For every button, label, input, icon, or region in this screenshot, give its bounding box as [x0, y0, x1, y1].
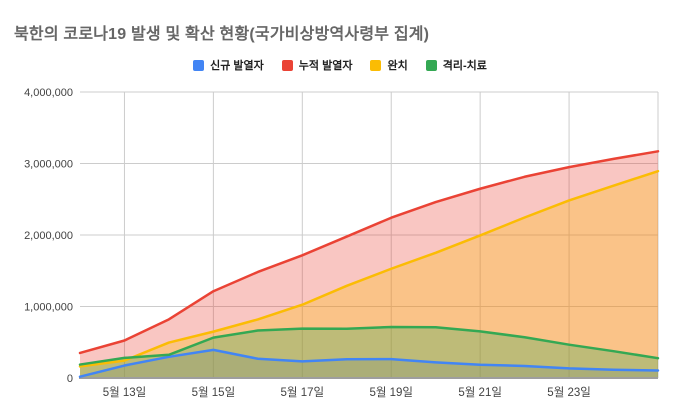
- legend-swatch-icon: [193, 59, 205, 71]
- line-누적 발열자: [78, 150, 660, 355]
- area-누적 발열자: [80, 151, 658, 378]
- line-격리-치료: [78, 325, 660, 366]
- y-tick-label: 4,000,000: [24, 87, 73, 99]
- x-tick-label: 5월 19일: [369, 385, 413, 399]
- legend-swatch-icon: [370, 59, 382, 71]
- legend-swatch-icon: [425, 59, 437, 71]
- legend-item-2: 완치: [370, 57, 408, 73]
- y-tick-label: 2,000,000: [24, 230, 73, 242]
- x-tick-label: 5월 17일: [281, 385, 325, 399]
- legend-label: 완치: [387, 60, 408, 72]
- legend-item-3: 격리-치료: [425, 57, 487, 73]
- x-tick-label: 5월 21일: [458, 385, 502, 399]
- x-tick-label: 5월 15일: [192, 385, 236, 399]
- legend: 신규 발열자 누적 발열자 완치 격리-치료: [0, 57, 680, 73]
- x-tick-label: 5월 23일: [547, 385, 591, 399]
- y-tick-label: 0: [67, 373, 73, 385]
- area-신규 발열자: [80, 349, 658, 378]
- y-tick-label: 1,000,000: [24, 302, 73, 314]
- x-tick-label: 5월 13일: [103, 385, 147, 399]
- y-tick-label: 3,000,000: [24, 159, 73, 171]
- chart-title: 북한의 코로나19 발생 및 확산 현황(국가비상방역사령부 집계): [14, 26, 430, 43]
- legend-swatch-icon: [281, 59, 293, 71]
- legend-label: 누적 발열자: [298, 60, 353, 72]
- line-완치: [78, 169, 660, 368]
- legend-item-0: 신규 발열자: [193, 57, 264, 73]
- legend-label: 신규 발열자: [210, 60, 264, 72]
- legend-label: 격리-치료: [442, 60, 487, 72]
- line-신규 발열자: [78, 348, 660, 378]
- legend-item-1: 누적 발열자: [281, 57, 353, 73]
